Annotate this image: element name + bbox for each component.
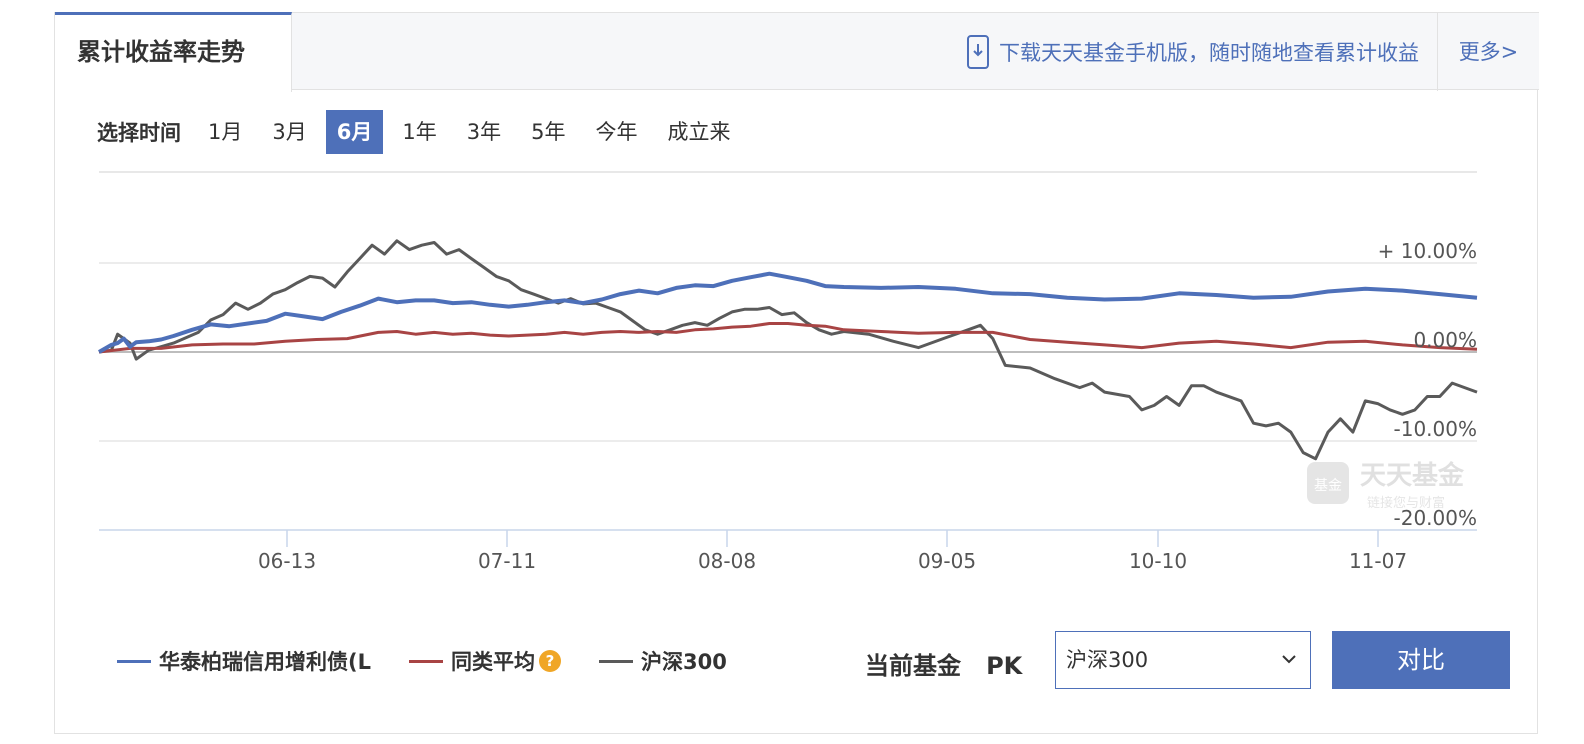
time-option-6m[interactable]: 6月 [325,110,384,154]
legend-swatch-category-avg [408,659,443,663]
x-tick-label: 09-05 [918,549,976,573]
pk-label: 当前基金 PK [865,652,1023,680]
chart-panel: 累计收益率走势 下载天天基金手机版，随时随地查看累计收益 更多> 选择时间 1月… [54,12,1539,734]
y-tick-label: -10.00% [1394,417,1477,441]
series-line-fund [98,271,1478,354]
legend-swatch-index [598,659,633,663]
return-chart: 基金 天天基金 链接您与财富 + 10.00% 0.00% -10.00% -20.0… [98,171,1478,573]
watermark-subtext: 链接您与财富 [1367,495,1445,511]
question-icon[interactable]: ? [538,650,561,672]
compare-button[interactable]: 对比 [1332,631,1510,689]
x-tick-label: 08-08 [698,549,756,573]
legend-label-category-avg: 同类平均 [450,650,535,674]
phone-icon [967,35,989,69]
svg-text:基金: 基金 [1314,477,1342,494]
x-tick-label: 07-11 [478,549,536,573]
time-option-3m[interactable]: 3月 [272,120,307,144]
x-tick-label: 06-13 [258,549,316,573]
legend-item-fund[interactable]: 华泰柏瑞信用增利债(L [117,646,371,676]
series-line-index [98,239,1478,461]
download-app-text: 下载天天基金手机版，随时随地查看累计收益 [999,41,1419,65]
y-tick-label: -20.00% [1394,506,1477,530]
more-link[interactable]: 更多> [1437,13,1539,91]
time-option-3y[interactable]: 3年 [466,120,502,144]
watermark-logo: 基金 天天基金 链接您与财富 [1307,460,1465,511]
pk-index-select[interactable]: 沪深300 [1055,631,1311,689]
watermark-text: 天天基金 [1360,460,1465,491]
y-tick-label: + 10.00% [1378,239,1477,263]
legend-item-category-avg[interactable]: 同类平均 ? [408,646,561,676]
tab-cumulative-return[interactable]: 累计收益率走势 [55,12,292,92]
time-option-1y[interactable]: 1年 [402,120,437,144]
x-tick-label: 10-10 [1129,549,1187,573]
series-line-category-avg [98,322,1478,354]
download-app-link[interactable]: 下载天天基金手机版，随时随地查看累计收益 [967,13,1419,91]
time-option-since-inception[interactable]: 成立来 [667,120,731,144]
legend-swatch-fund [117,659,151,663]
time-option-5y[interactable]: 5年 [531,120,566,144]
time-selector: 选择时间 1月 3月 6月 1年 3年 5年 今年 成立来 [97,110,750,154]
legend-item-index[interactable]: 沪深300 [598,646,727,676]
time-option-ytd[interactable]: 今年 [595,120,638,144]
legend-label-fund: 华泰柏瑞信用增利债(L [159,650,371,674]
chart-legend: 华泰柏瑞信用增利债(L 同类平均 ? 沪深300 [117,646,765,676]
y-tick-label: 0.00% [1413,328,1477,352]
time-selector-label: 选择时间 [97,121,181,145]
legend-label-index: 沪深300 [640,650,727,674]
panel-header: 累计收益率走势 下载天天基金手机版，随时随地查看累计收益 更多> [55,12,1539,92]
chevron-down-icon [1282,655,1296,664]
x-tick-label: 11-07 [1349,549,1407,573]
pk-select-value: 沪深300 [1066,648,1149,672]
time-option-1m[interactable]: 1月 [208,120,243,144]
